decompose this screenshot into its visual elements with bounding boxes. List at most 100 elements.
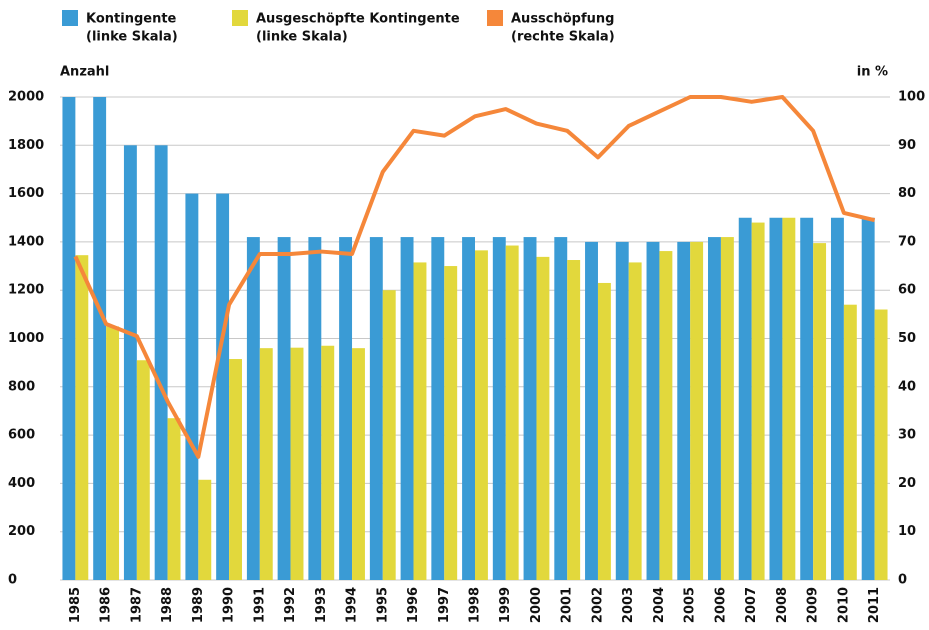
bar: [843, 304, 857, 580]
bar: [259, 348, 273, 580]
x-tick-label: 2001: [560, 587, 575, 623]
bar: [536, 256, 550, 580]
line: [73, 95, 876, 459]
bar: [321, 345, 335, 580]
bar: [413, 262, 427, 580]
bar: [597, 282, 611, 580]
y2-tick-label: 40: [898, 379, 916, 394]
x-tick-label: 1997: [437, 587, 452, 623]
y2-tick-label: 60: [898, 283, 916, 298]
x-tick-label: 1999: [498, 587, 513, 623]
bar: [677, 241, 691, 580]
bar: [720, 237, 734, 580]
bar: [154, 145, 168, 581]
bar: [585, 241, 598, 580]
bar: [874, 309, 888, 580]
y2-tick-label: 80: [898, 186, 916, 201]
bar: [751, 222, 765, 580]
bar: [567, 260, 581, 580]
bar: [75, 255, 89, 580]
y-tick-label: 1600: [8, 186, 44, 201]
y2-tick-label: 90: [898, 138, 916, 153]
x-tick-label: 1989: [191, 587, 206, 623]
y-tick-label: 1000: [8, 331, 44, 346]
bar: [615, 241, 629, 580]
bar: [431, 237, 445, 580]
y2-tick-label: 50: [898, 331, 916, 346]
y2-tick-label: 100: [898, 90, 925, 105]
x-tick-label: 1994: [345, 587, 360, 623]
bar: [813, 243, 827, 581]
x-tick-label: 1998: [468, 587, 483, 623]
bar: [106, 326, 120, 580]
x-tick-label: 2005: [683, 587, 698, 623]
bar: [185, 193, 199, 580]
x-tick-label: 1992: [283, 587, 298, 623]
y-tick-label: 200: [8, 524, 35, 539]
x-tick-label: 2003: [621, 587, 636, 623]
legend-swatch: [62, 10, 78, 26]
y-tick-label: 0: [8, 573, 17, 588]
bar: [690, 241, 704, 580]
legend-swatch: [232, 10, 248, 26]
legend-note: (rechte Skala): [511, 30, 615, 45]
bar: [769, 217, 783, 580]
bar: [646, 241, 660, 580]
bar: [308, 237, 322, 580]
bar: [167, 418, 181, 580]
x-tick-label: 2011: [867, 587, 882, 623]
bar: [382, 290, 396, 580]
y2-tick-label: 20: [898, 476, 916, 491]
bar: [400, 237, 414, 580]
y-tick-label: 1800: [8, 138, 44, 153]
bar: [93, 97, 107, 580]
x-tick-label: 2004: [652, 587, 667, 623]
y-tick-label: 800: [8, 379, 35, 394]
bar: [492, 237, 506, 580]
bar: [782, 217, 796, 580]
bar: [628, 262, 642, 580]
bar: [290, 347, 304, 580]
x-tick-label: 1987: [129, 587, 144, 623]
x-tick-label: 1986: [99, 587, 114, 623]
x-tick-label: 2008: [775, 587, 790, 623]
bar: [523, 237, 537, 580]
bar: [462, 237, 475, 580]
x-tick-label: 1985: [68, 587, 83, 623]
legend-label: Kontingente: [86, 12, 177, 27]
bar: [229, 359, 242, 580]
x-tick-label: 1996: [406, 587, 421, 623]
y2-axis-label: in %: [857, 65, 888, 80]
bar: [505, 245, 519, 580]
y2-tick-label: 30: [898, 428, 916, 443]
x-tick-label: 2000: [529, 587, 544, 623]
legend-note: (linke Skala): [86, 30, 178, 45]
bar: [136, 360, 150, 580]
bar: [123, 145, 137, 581]
x-tick-label: 1988: [160, 587, 175, 623]
bar: [738, 217, 752, 580]
bar: [444, 266, 458, 580]
x-tick-label: 1993: [314, 587, 329, 623]
y-axis-label: Anzahl: [60, 65, 109, 80]
bar: [830, 217, 844, 580]
y-tick-label: 400: [8, 476, 35, 491]
bar: [708, 237, 721, 580]
y2-tick-label: 10: [898, 524, 916, 539]
y2-tick-label: 70: [898, 234, 916, 249]
bar: [475, 250, 488, 581]
bar: [198, 479, 212, 580]
bar: [277, 237, 291, 580]
y-tick-label: 1200: [8, 283, 44, 298]
bar: [861, 217, 875, 580]
y-tick-label: 600: [8, 428, 35, 443]
bar: [339, 237, 353, 580]
legend-swatch: [487, 10, 503, 26]
y-tick-label: 2000: [8, 90, 44, 105]
bar: [369, 237, 383, 580]
bar: [659, 251, 673, 580]
y-tick-label: 1400: [8, 234, 44, 249]
bar: [352, 348, 365, 580]
bar: [246, 237, 260, 580]
